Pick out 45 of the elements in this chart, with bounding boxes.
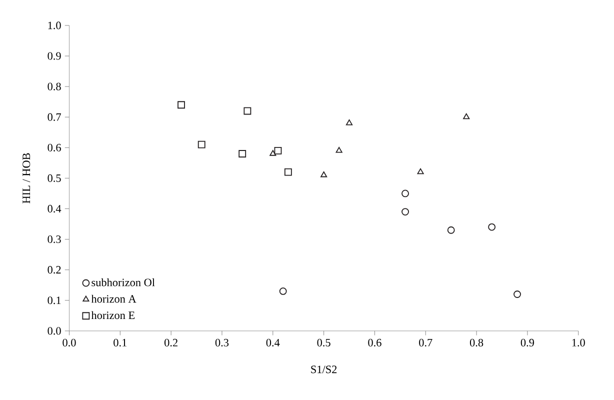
x-axis-title: S1/S2 — [311, 366, 337, 374]
y-tick-label: 0.3 — [48, 235, 61, 244]
point — [447, 226, 455, 234]
x-tick-label: 0.1 — [114, 338, 126, 346]
point — [402, 190, 409, 198]
y-tick-label: 0.2 — [48, 266, 61, 274]
y-axis-title: HIL / HOB — [22, 153, 30, 204]
point — [284, 168, 292, 176]
x-tick-label: 0.6 — [368, 338, 382, 346]
point — [198, 140, 206, 148]
x-tick-label: 0.4 — [266, 338, 280, 346]
point — [238, 150, 246, 158]
x-tick-label: 0.5 — [317, 338, 330, 346]
y-tick-label: 0.8 — [48, 82, 61, 90]
x-tick-label: 0.7 — [419, 338, 432, 346]
point — [274, 146, 282, 154]
legend-label: subhorizon Ol — [92, 278, 155, 286]
point — [270, 150, 276, 156]
point — [178, 101, 185, 109]
y-tick-label: 1.0 — [48, 22, 61, 30]
x-tick-label: 0.2 — [164, 338, 178, 346]
legend-label: horizon E — [91, 311, 135, 320]
point — [417, 168, 424, 174]
point — [346, 119, 353, 126]
point — [463, 113, 470, 120]
point — [336, 146, 342, 153]
y-tick-label: 0.7 — [48, 113, 61, 121]
legend-label: horizon A — [91, 294, 136, 303]
point — [279, 287, 287, 295]
x-tick-label: 0.0 — [62, 338, 76, 346]
y-tick-label: 0.6 — [48, 144, 61, 152]
x-tick-label: 1.0 — [572, 338, 585, 346]
x-tick-label: 0.8 — [470, 338, 484, 346]
x-tick-label: 0.9 — [520, 338, 534, 346]
y-tick-label: 0.1 — [48, 296, 61, 304]
point — [320, 171, 328, 178]
point — [244, 107, 252, 115]
point — [514, 290, 521, 298]
y-tick-label: 0.4 — [48, 204, 62, 212]
x-tick-label: 0.3 — [215, 338, 229, 346]
y-tick-label: 0.9 — [48, 52, 61, 60]
point — [488, 223, 496, 231]
y-tick-label: 0.0 — [48, 327, 61, 335]
y-tick-label: 0.5 — [48, 174, 61, 182]
point — [402, 208, 409, 216]
